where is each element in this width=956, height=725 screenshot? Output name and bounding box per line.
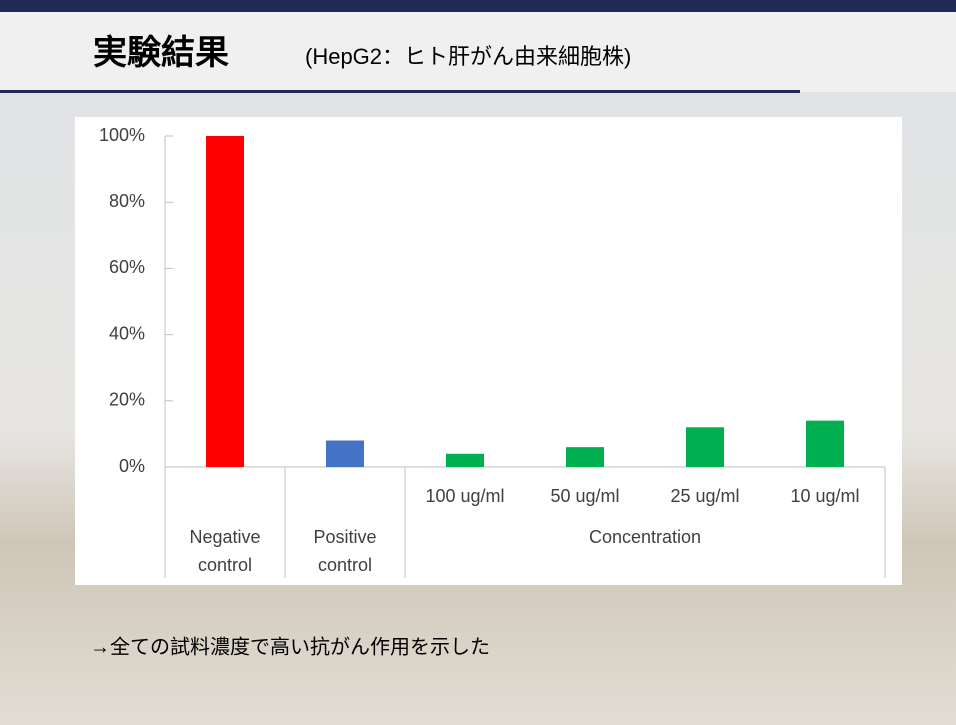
y-tick-label: 40% — [109, 323, 145, 343]
bar — [806, 421, 844, 467]
bar — [566, 447, 604, 467]
subtitle: (HepG2：ヒト肝がん由来細胞株) — [305, 44, 631, 69]
x-tick-label: 50 ug/ml — [550, 486, 619, 506]
top-band — [0, 0, 956, 12]
chart-area — [75, 117, 902, 585]
title-underline — [0, 90, 800, 93]
title: 実験結果 — [93, 34, 229, 72]
y-tick-label: 60% — [109, 257, 145, 277]
y-tick-label: 80% — [109, 191, 145, 211]
x-tick-label: 100 ug/ml — [425, 486, 504, 506]
bar — [326, 441, 364, 467]
footnote: →全ての試料濃度で高い抗がん作用を示した — [90, 635, 490, 658]
slide: 実験結果 (HepG2：ヒト肝がん由来細胞株) →全ての試料濃度で高い抗がん作用… — [0, 0, 956, 725]
y-tick-label: 20% — [109, 390, 145, 410]
y-tick-label: 0% — [119, 456, 145, 476]
x-tick-label: 10 ug/ml — [790, 486, 859, 506]
bar — [686, 427, 724, 467]
x-tick-label: 25 ug/ml — [670, 486, 739, 506]
y-tick-label: 100% — [99, 125, 145, 145]
group-label: Concentration — [589, 527, 701, 547]
bar — [206, 136, 244, 467]
bar — [446, 454, 484, 467]
